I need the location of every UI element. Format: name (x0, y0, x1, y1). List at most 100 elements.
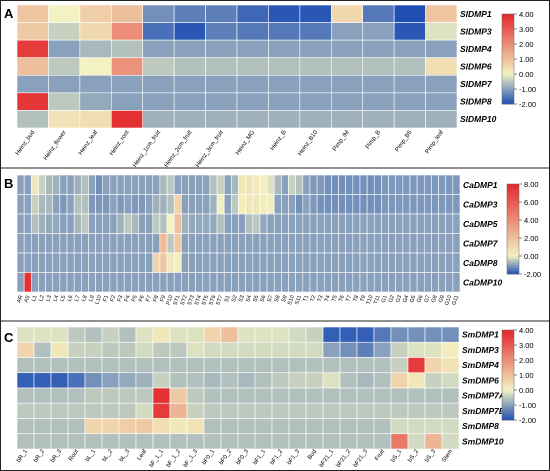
panel-b-cell (173, 174, 182, 195)
panel-b-colorbar-segment (507, 185, 519, 188)
panel-c-cell (203, 402, 222, 419)
panel-a-cell (79, 74, 112, 94)
panel-b-cell (195, 213, 204, 234)
panel-b-cell (30, 233, 39, 254)
panel-a-colorbar-segment (502, 96, 514, 99)
panel-b-cell (438, 194, 447, 215)
panel-b-cell (288, 233, 296, 254)
panel-c-colorbar-segment (502, 388, 514, 391)
panel-b-cell (281, 272, 289, 293)
panel-b-colorbar-segment (507, 263, 519, 266)
panel-b-cell (323, 272, 332, 293)
panel-a-colorbar-segment (502, 45, 514, 48)
panel-a-cell (299, 74, 332, 94)
panel-c-colorbar-segment (502, 379, 514, 382)
panel-b-cell (73, 272, 82, 293)
panel-a-cell (268, 92, 301, 111)
panel-b-cell (302, 272, 311, 293)
panel-b-cell (302, 174, 311, 195)
panel-b-cell (316, 174, 325, 195)
panel-b-cell (109, 174, 118, 195)
panel-b-cell (373, 233, 382, 254)
panel-b-cell (66, 174, 75, 195)
panel-b-cell (73, 233, 82, 254)
panel-c-cell (339, 418, 358, 435)
panel-c-colorbar-segment (502, 402, 514, 404)
panel-b-cell (266, 213, 275, 234)
panel-b-cell (59, 272, 68, 293)
panel-b-cell (366, 174, 375, 195)
panel-b-cell (152, 174, 161, 195)
panel-c-cell (322, 387, 341, 404)
panel-b-cell (123, 213, 132, 234)
panel-c-cell (288, 418, 307, 435)
panel-b-colorbar-segment (507, 209, 519, 212)
panel-b-cell (238, 213, 246, 234)
panel-a-cell (330, 74, 364, 94)
panel-b-cell (30, 174, 39, 195)
panel-b-cell (245, 194, 254, 215)
panel-b-col-label: G4 (402, 295, 410, 304)
panel-b-cell (402, 233, 411, 254)
panel-b-colorbar-tick-label: -2.00 (524, 270, 541, 279)
panel-b-colorbar-segment (507, 188, 519, 191)
panel-b-cell (95, 233, 104, 254)
panel-b-cell (409, 272, 418, 293)
panel-a-cell (393, 57, 426, 76)
panel-b-col-label: F7 (145, 295, 153, 303)
panel-a-colorbar-segment (502, 92, 514, 94)
panel-a-colorbar-segment (502, 101, 514, 103)
panel-c-cell (50, 402, 69, 419)
panel-c-colorbar-segment (502, 409, 514, 412)
panel-b-cell (302, 233, 311, 254)
panel-c-cell (407, 387, 426, 404)
panel-b-colorbar-segment (507, 260, 519, 263)
panel-a-cell (173, 22, 206, 41)
panel-b-cell (102, 272, 111, 293)
panel-b-cell (152, 213, 161, 234)
panel-b-cell (366, 233, 375, 254)
panel-b-cell (88, 233, 96, 254)
panel-c-cell (33, 387, 52, 404)
panel-c-colorbar-segment (502, 339, 514, 341)
panel-a-colorbar-segment (502, 36, 514, 39)
panel-b-col-label: P10 (166, 295, 175, 306)
panel-a-colorbar-segment (502, 87, 514, 90)
panel-c-label: C (4, 330, 14, 345)
panel-c-colorbar-segment (502, 378, 514, 380)
panel-b-col-label: ST7 (215, 295, 224, 307)
panel-b-cell (238, 174, 246, 195)
panel-c-colorbar-segment (502, 346, 514, 349)
panel-b-cell (102, 194, 111, 215)
panel-a-colorbar-segment (502, 89, 514, 91)
panel-b-cell (188, 213, 196, 234)
panel-a-colorbar-segment (502, 78, 514, 81)
panel-c-cell (305, 372, 324, 389)
panel-c-cell (288, 341, 307, 358)
panel-c-cell (271, 341, 290, 358)
panel-b-cell (438, 174, 447, 195)
panel-c-colorbar-segment (502, 354, 514, 356)
panel-a-cell (299, 4, 332, 23)
panel-b-cell (252, 194, 261, 215)
panel-c-colorbar-segment (502, 330, 514, 332)
panel-b-cell (445, 174, 454, 195)
panel-c-cell (50, 326, 69, 343)
panel-a-cell (330, 4, 364, 23)
panel-b-colorbar-segment (507, 268, 519, 270)
panel-b-cell (273, 194, 282, 215)
panel-b-col-label: S8 (274, 295, 282, 303)
panel-b-col-label: G5 (409, 295, 417, 304)
panel-a-cell (299, 110, 332, 129)
panel-b-cell (431, 252, 439, 273)
panel-c-colorbar-segment (502, 400, 514, 403)
panel-b-cell (202, 213, 211, 234)
panel-b-cell (231, 213, 239, 234)
panel-c-cell (67, 357, 86, 374)
panel-a-cell (330, 110, 364, 129)
panel-c-cell (67, 387, 86, 404)
panel-c-row-label: SmDMP7A (462, 391, 505, 401)
panel-b-col-label: F9 (160, 295, 168, 303)
panel-a-cell (48, 39, 81, 59)
panel-c-row-label: SmDMP10 (462, 436, 504, 446)
